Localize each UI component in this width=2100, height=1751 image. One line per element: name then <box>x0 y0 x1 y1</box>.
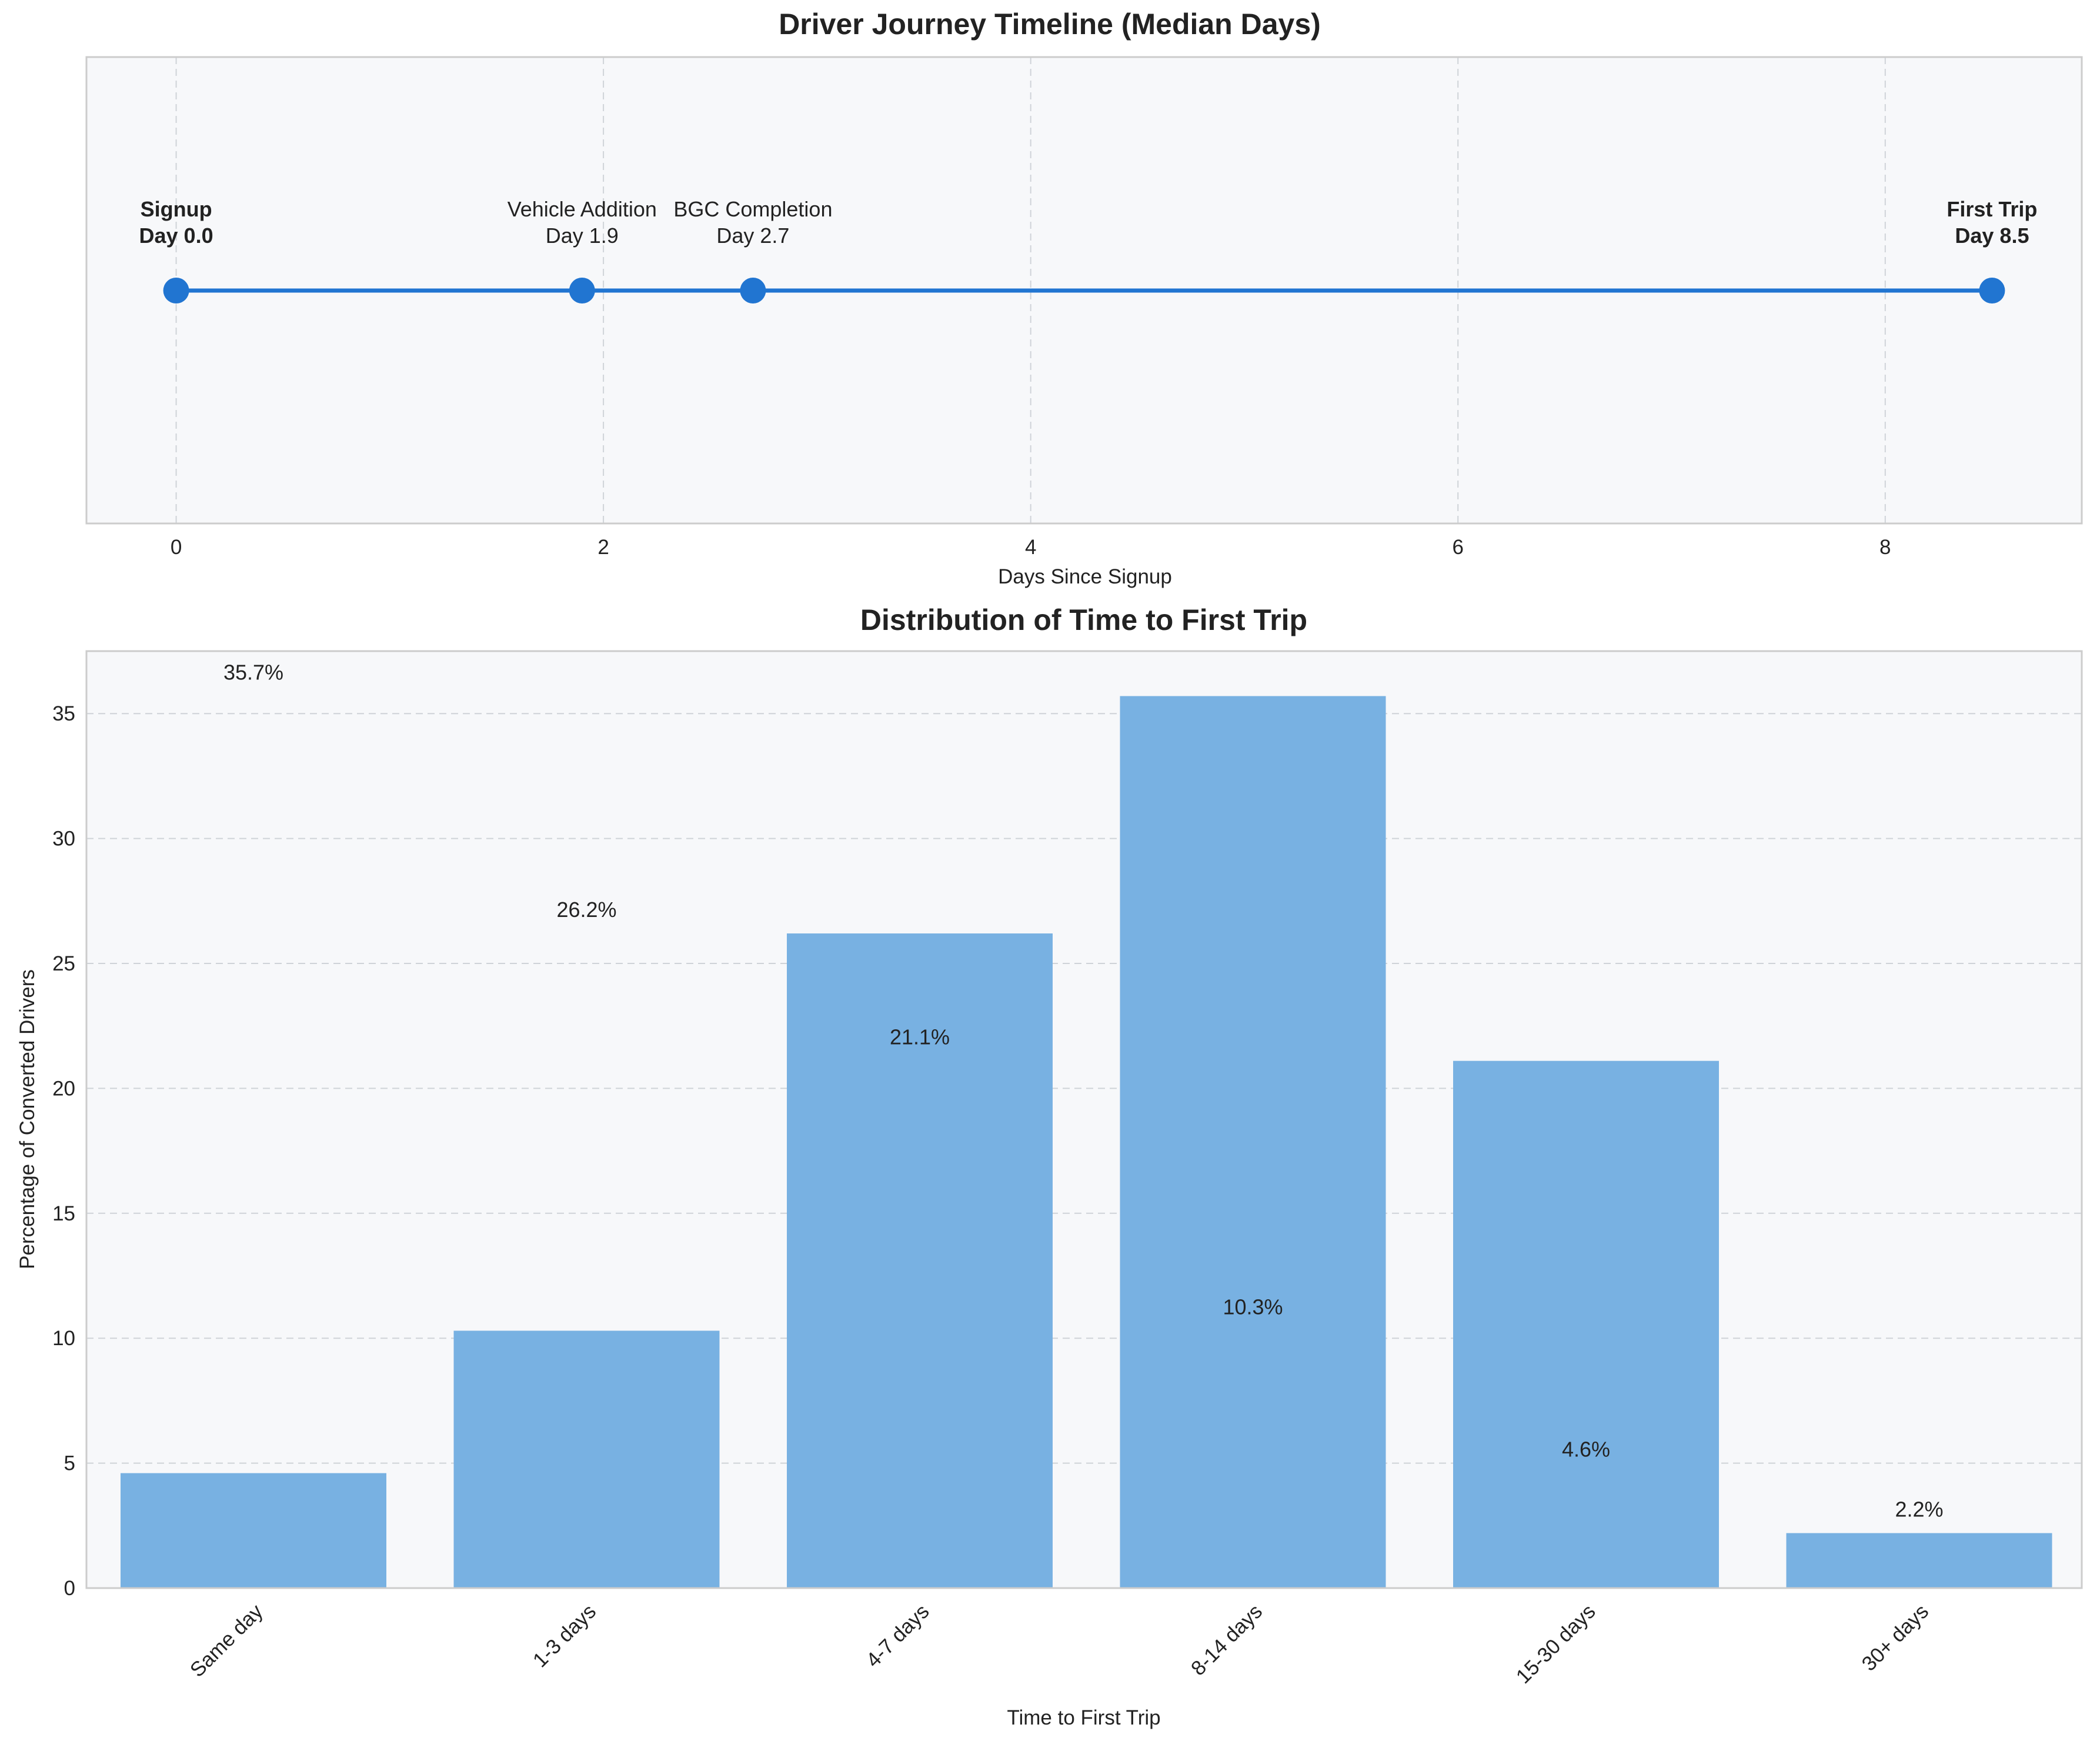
distribution-bar <box>453 1330 720 1588</box>
timeline-point-label: Vehicle Addition <box>508 197 657 221</box>
distribution-y-tick-label: 0 <box>64 1577 75 1600</box>
timeline-x-ticks: 0 2 4 6 8 <box>171 536 1891 559</box>
distribution-y-tick-label: 30 <box>52 828 75 851</box>
distribution-bar <box>787 933 1053 1588</box>
distribution-bar <box>1786 1533 2052 1588</box>
timeline-point-day-label: Day 8.5 <box>1955 224 2029 248</box>
distribution-bar <box>1120 696 1386 1588</box>
timeline-panel: Signup Day 0.0 Vehicle Addition Day 1.9 BGC … <box>85 8 2083 588</box>
distribution-gridlines <box>86 713 2082 1464</box>
distribution-data-label: 35.7% <box>223 660 283 684</box>
distribution-y-tick-label: 35 <box>52 702 75 725</box>
distribution-bar <box>1453 1060 1719 1588</box>
timeline-point-day-label: Day 2.7 <box>716 224 789 248</box>
distribution-y-tick-label: 5 <box>64 1452 75 1475</box>
timeline-gridlines <box>175 57 1886 523</box>
timeline-x-tick-label: 2 <box>597 536 609 559</box>
timeline-x-tick-label: 8 <box>1879 536 1891 559</box>
distribution-data-label: 21.1% <box>890 1025 950 1049</box>
timeline-axes-frame <box>85 56 2083 525</box>
timeline-point <box>569 278 595 303</box>
timeline-x-tick-label: 0 <box>171 536 182 559</box>
distribution-axes-background <box>86 651 2082 1588</box>
timeline-x-tick-label: 6 <box>1452 536 1463 559</box>
distribution-y-axis-label: Percentage of Converted Drivers <box>16 969 39 1269</box>
distribution-y-ticks: 0 5 10 15 20 25 30 35 <box>52 702 75 1600</box>
distribution-title: Distribution of Time to First Trip <box>860 603 1307 636</box>
distribution-data-label: 26.2% <box>556 898 616 922</box>
distribution-bar <box>121 1473 386 1588</box>
distribution-y-tick-label: 20 <box>52 1077 75 1100</box>
distribution-data-label: 4.6% <box>1562 1438 1610 1462</box>
timeline-x-tick-label: 4 <box>1025 536 1036 559</box>
distribution-y-tick-label: 10 <box>52 1327 75 1350</box>
timeline-point-label: Signup <box>141 197 212 221</box>
timeline-title: Driver Journey Timeline (Median Days) <box>779 8 1321 41</box>
distribution-x-axis-label: Time to First Trip <box>1007 1706 1160 1729</box>
timeline-point <box>740 278 766 303</box>
distribution-y-tick-label: 15 <box>52 1202 75 1225</box>
distribution-data-label: 10.3% <box>1223 1295 1283 1319</box>
timeline-point-labels: Signup Day 0.0 Vehicle Addition Day 1.9 BGC … <box>139 197 2038 248</box>
distribution-axes-frame <box>85 650 2083 1589</box>
timeline-point <box>163 278 189 303</box>
timeline-point <box>1979 278 2005 303</box>
distribution-y-tick-label: 25 <box>52 952 75 975</box>
timeline-x-axis-label: Days Since Signup <box>998 565 1172 588</box>
timeline-point-label: BGC Completion <box>673 197 832 221</box>
distribution-data-labels: 35.7% 26.2% 21.1% 10.3% 4.6% 2.2% <box>223 660 1944 1521</box>
timeline-point-day-label: Day 1.9 <box>546 224 619 248</box>
distribution-data-label: 2.2% <box>1895 1497 1943 1522</box>
timeline-point-day-label: Day 0.0 <box>139 224 213 248</box>
distribution-bars <box>121 696 2052 1588</box>
timeline-point-label: First Trip <box>1947 197 2037 221</box>
distribution-panel: 35.7% 26.2% 21.1% 10.3% 4.6% 2.2% 0 5 10 15 20 25 3… <box>16 603 2083 1729</box>
timeline-points <box>163 278 2005 303</box>
